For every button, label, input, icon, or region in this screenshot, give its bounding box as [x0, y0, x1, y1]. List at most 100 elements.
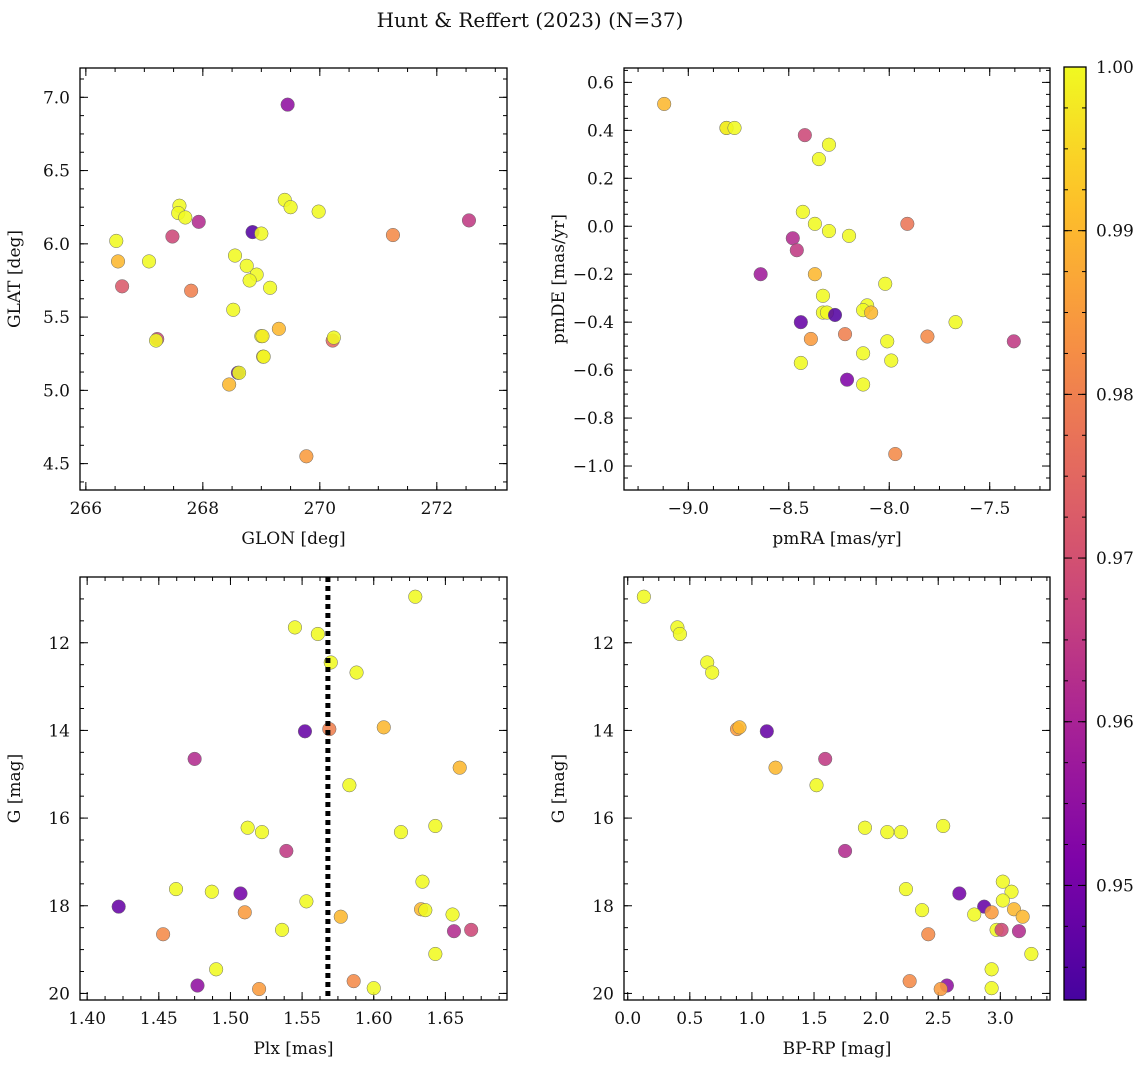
scatter-point [837, 327, 853, 342]
scatter-point [452, 760, 467, 775]
scatter-point [936, 818, 951, 834]
scatter-point [239, 258, 254, 273]
y-tick-label: 12 [592, 634, 614, 654]
axes-frame [79, 576, 508, 1001]
scatter-point [279, 843, 294, 859]
scatter-point [333, 909, 348, 924]
scatter-point [821, 137, 837, 152]
scatter-point [839, 372, 855, 387]
y-tick-label: −0.4 [573, 313, 614, 333]
scatter-point [1004, 884, 1019, 899]
scatter-point [366, 981, 381, 996]
axes-frame [79, 67, 508, 491]
y-tick-label: 5.5 [43, 308, 70, 328]
scatter-point [349, 665, 364, 680]
scatter-point [415, 874, 430, 889]
y-tick-label: 7.0 [43, 88, 70, 108]
y-tick-label: 0.2 [587, 169, 614, 189]
x-tick-label: 2.5 [925, 1009, 952, 1029]
scatter-point [915, 903, 930, 918]
scatter-point [110, 254, 126, 269]
colorbar-frame [1063, 66, 1087, 1001]
scatter-point [995, 874, 1010, 889]
scatter-point [753, 267, 768, 282]
x-tick-label: 1.45 [140, 1009, 178, 1029]
scatter-point [732, 720, 747, 735]
colorbar-tick-label: 0.95 [1096, 876, 1134, 896]
scatter-point [242, 273, 257, 288]
y-tick-label: 16 [48, 809, 70, 829]
scatter-point [376, 720, 391, 735]
scatter-point [111, 899, 126, 914]
scatter-point [190, 978, 205, 993]
axis-ticks [80, 576, 507, 1000]
y-tick-label: 0.0 [587, 217, 614, 237]
scatter-point [984, 981, 999, 996]
scatter-point [408, 589, 423, 604]
scatter-point [809, 778, 824, 793]
scatter-point [342, 778, 357, 793]
scatter-point [168, 882, 184, 897]
scatter-point [793, 315, 808, 330]
colorbar-gradient [1064, 67, 1086, 1000]
x-tick-label: 268 [187, 499, 219, 519]
scatter-point [880, 334, 895, 349]
scatter-point [856, 377, 871, 392]
x-tick-label: 1.40 [68, 1009, 106, 1029]
scatter-series [109, 97, 477, 464]
x-tick-label: 0.0 [614, 1009, 641, 1029]
colorbar-tick-label: 0.99 [1096, 222, 1134, 242]
x-tick-label: −9.0 [668, 499, 709, 519]
y-tick-label: 6.0 [43, 235, 70, 255]
scatter-point [893, 825, 909, 840]
scatter-point [187, 751, 202, 766]
x-tick-label: 1.55 [283, 1009, 321, 1029]
scatter-point [274, 922, 290, 937]
scatter-point [811, 152, 826, 167]
scatter-point [287, 620, 302, 635]
scatter-point [280, 97, 295, 112]
y-tick-label: 5.0 [43, 381, 70, 401]
scatter-point [803, 331, 818, 346]
scatter-point [385, 227, 400, 243]
x-tick-label: 1.5 [800, 1009, 827, 1029]
scatter-point [204, 884, 219, 899]
scatter-point [727, 120, 742, 135]
panel-glon-glat: 266 268 270 272 4.5 5.0 5.5 6.0 6.5 7.0 GLON [deg]… [5, 67, 508, 549]
y-tick-label: −0.8 [573, 409, 614, 429]
figure-title: Hunt & Reffert (2023) (N=37) [377, 8, 684, 32]
scatter-point [237, 905, 252, 920]
scatter-point [657, 96, 672, 112]
y-axis-label: pmDE [mas/yr] [549, 214, 569, 344]
panel-plx-g: 1.40 1.45 1.50 1.55 1.60 1.65 12 14 16 18 20 Plx [m… [5, 576, 508, 1059]
scatter-point [311, 204, 326, 219]
scatter-point [299, 894, 314, 909]
scatter-point [672, 626, 687, 642]
axis-ticks [80, 68, 507, 490]
scatter-point [921, 927, 936, 942]
scatter-point [815, 288, 830, 303]
y-tick-label: 4.5 [43, 455, 70, 475]
scatter-point [984, 962, 999, 977]
x-tick-label: 266 [70, 499, 102, 519]
scatter-point [297, 724, 313, 739]
scatter-point [1006, 334, 1021, 349]
scatter-point [705, 665, 720, 680]
colorbar: 0.95 0.96 0.97 0.98 0.99 1.00 [1063, 58, 1134, 1001]
scatter-point [445, 907, 460, 922]
scatter-point [252, 981, 267, 997]
scatter-point [222, 377, 237, 392]
scatter-point [902, 974, 917, 989]
scatter-point [209, 962, 224, 977]
scatter-point [346, 974, 361, 989]
panels: 266 268 270 272 4.5 5.0 5.5 6.0 6.5 7.0 GLON [deg]… [5, 67, 1051, 1059]
y-axis-label: G [mag] [549, 754, 569, 823]
scatter-point [857, 820, 872, 835]
scatter-point [299, 449, 314, 464]
scatter-point [948, 315, 963, 330]
scatter-point [254, 825, 270, 840]
x-tick-label: 1.60 [355, 1009, 393, 1029]
scatter-point [109, 233, 124, 248]
x-axis-label: BP-RP [mag] [783, 1039, 892, 1059]
scatter-point [795, 204, 810, 219]
